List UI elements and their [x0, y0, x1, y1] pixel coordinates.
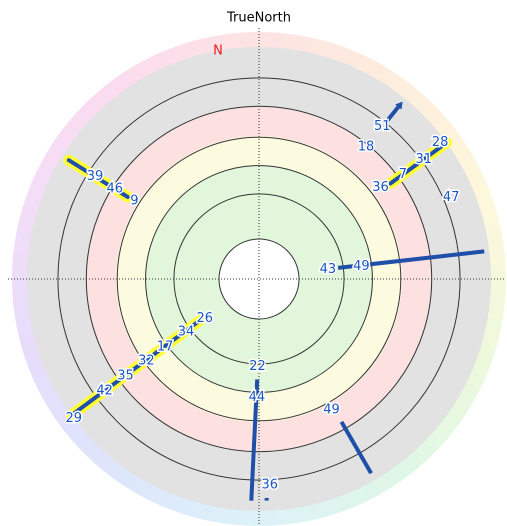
satellite-label: 34	[178, 325, 195, 340]
satellite-label: 35	[117, 368, 134, 383]
elevation-ring	[116, 136, 402, 422]
satellite-track	[66, 158, 130, 199]
satellite-label: 44	[249, 390, 266, 405]
satellite-track	[388, 140, 449, 186]
satellite-label: 36	[262, 477, 279, 492]
satellite-track	[69, 318, 202, 418]
satellite-label: 47	[443, 190, 460, 205]
satellite-track	[339, 420, 373, 475]
satellite-label: 46	[106, 181, 123, 196]
satellite-label: 49	[353, 259, 370, 274]
elevation-ring	[57, 77, 461, 481]
satellite-label: 26	[197, 311, 214, 326]
satellite-label: 17	[157, 340, 174, 355]
satellite-label: 9	[130, 194, 138, 209]
satellite-label: 18	[358, 139, 375, 154]
satellite-label: 49	[323, 402, 340, 417]
satellite-track	[385, 103, 402, 122]
satellite-label: 28	[432, 135, 449, 150]
satellite-label: 7	[399, 167, 407, 182]
track-arrow	[395, 101, 403, 110]
satellite-label: 29	[65, 411, 82, 426]
satellite-label: 32	[138, 353, 155, 368]
elevation-ring	[145, 165, 373, 393]
north-label: N	[213, 44, 223, 59]
satellite-label: 42	[96, 384, 113, 399]
chart-title: TrueNorth	[226, 11, 291, 26]
satellite-label: 31	[415, 152, 432, 167]
satellite-label: 36	[372, 180, 389, 195]
satellite-track	[337, 249, 485, 270]
satellite-label: 39	[87, 169, 104, 184]
satellite-label: 22	[249, 359, 266, 374]
satellite-label: 51	[374, 119, 391, 134]
satellite-label: 43	[320, 262, 337, 277]
satellite-track	[249, 379, 260, 501]
